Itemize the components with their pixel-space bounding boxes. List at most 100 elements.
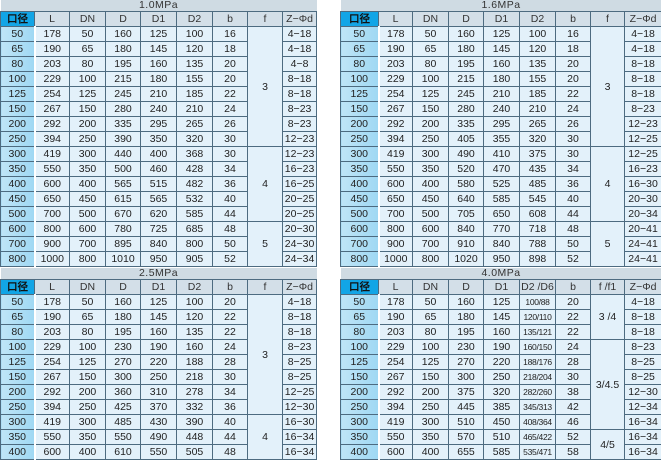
cell-l: 419: [34, 146, 70, 162]
cell-b: 22: [212, 324, 248, 340]
cell-l: 229: [34, 71, 70, 87]
table-row: 125 254 125 245 210 185 22 8−18: [0, 86, 318, 102]
cell-d1: 355: [483, 131, 520, 147]
cell-b: 52: [212, 251, 248, 267]
cell-d: 270: [448, 354, 484, 370]
cell-d1: 950: [140, 251, 177, 267]
cell-b: 30: [212, 146, 248, 162]
table-row: 100 229 100 215 180 155 20 8−18: [340, 71, 661, 87]
cell-z-phi-d: 4−8: [281, 56, 318, 72]
cell-dn: 200: [412, 116, 449, 132]
cell-b: 50: [212, 236, 248, 252]
header-row: 口径 L DN D D1 D2 b f Z−Φd: [340, 11, 661, 27]
table-row: 600 800 600 780 725 685 48 5 20−30: [0, 221, 318, 267]
cell-d2: 278: [176, 384, 213, 400]
cell-size: 80: [0, 324, 36, 340]
column-header-dn: DN: [69, 279, 106, 295]
cell-d1: 250: [140, 369, 177, 385]
cell-dn: 100: [69, 71, 106, 87]
cell-dn: 80: [69, 324, 106, 340]
cell-dn: 250: [412, 131, 449, 147]
table-row: 350 550 350 570 510 465/422 52 4/5 16−34: [340, 429, 661, 460]
cell-size: 125: [0, 86, 36, 102]
cell-d2: 282/260: [519, 384, 556, 400]
cell-size: 100: [340, 71, 380, 87]
cell-dn: 700: [69, 236, 106, 252]
cell-b: 24: [212, 101, 248, 117]
cell-size: 50: [340, 26, 380, 42]
cell-d2: 718: [519, 221, 556, 237]
cell-z-phi-d: 16−23: [281, 161, 318, 177]
cell-d1: 430: [140, 414, 177, 430]
cell-d: 230: [105, 339, 141, 355]
cell-f: 4/5: [590, 429, 625, 460]
cell-d2: 482: [176, 176, 213, 192]
cell-z-phi-d: 8−23: [623, 101, 661, 117]
cell-l: 600: [34, 444, 70, 460]
cell-size: 200: [0, 116, 36, 132]
table-row: 50 178 50 160 125 100 20 3 4−18: [0, 294, 318, 415]
cell-size: 100: [340, 339, 380, 355]
dimension-table-16mpa: 1.6MPa 口径 L DN D D1 D2 b f Z−Φd 50 178 50 160 125 100 16…: [340, 0, 661, 267]
cell-l: 190: [34, 41, 70, 57]
cell-size: 250: [0, 399, 36, 415]
cell-d: 300: [448, 369, 484, 385]
cell-f: 4: [247, 146, 283, 222]
cell-z-phi-d: 8−18: [623, 71, 661, 87]
cell-dn: 450: [69, 191, 106, 207]
cell-d2: 120: [176, 41, 213, 57]
table-row: 150 267 150 300 250 218/204 30 8−25: [340, 369, 661, 385]
cell-z-phi-d: 16−25: [281, 176, 318, 192]
cell-d: 500: [105, 161, 141, 177]
column-header-b: b: [212, 11, 248, 27]
cell-d: 300: [105, 369, 141, 385]
cell-d: 705: [448, 206, 484, 222]
cell-z-phi-d: 24−41: [623, 236, 661, 252]
table-row: 80 203 80 195 160 135/121 22 8−18: [340, 324, 661, 340]
cell-size: 65: [340, 309, 380, 325]
table-row: 700 900 700 910 840 788 50 24−41: [340, 236, 661, 252]
table-row: 50 178 50 160 125 100 16 3 4−18: [340, 26, 661, 147]
cell-b: 36: [212, 399, 248, 415]
cell-b: 18: [555, 41, 591, 57]
cell-d: 840: [448, 221, 484, 237]
cell-z-phi-d: 8−18: [281, 324, 318, 340]
cell-d: 160: [448, 26, 484, 42]
cell-d1: 550: [140, 444, 177, 460]
column-header-d1: D1: [140, 11, 177, 27]
table-row: 700 900 700 895 840 800 50 24−30: [0, 236, 318, 252]
cell-d: 640: [448, 191, 484, 207]
cell-f: 3/4.5: [590, 339, 625, 430]
cell-d1: 450: [483, 414, 520, 430]
cell-l: 254: [378, 86, 413, 102]
cell-dn: 500: [69, 206, 106, 222]
cell-d: 160: [448, 294, 484, 310]
cell-d2: 218/204: [519, 369, 556, 385]
cell-d: 360: [105, 384, 141, 400]
cell-dn: 350: [412, 429, 449, 445]
cell-d2: 100: [176, 26, 213, 42]
cell-b: 28: [555, 354, 591, 370]
cell-l: 800: [34, 221, 70, 237]
cell-l: 550: [378, 161, 413, 177]
cell-z-phi-d: 8−23: [281, 339, 318, 355]
cell-z-phi-d: 16−30: [623, 176, 661, 192]
cell-d2: 185: [176, 86, 213, 102]
cell-b: 36: [212, 176, 248, 192]
cell-d: 405: [448, 131, 484, 147]
cell-z-phi-d: 20−41: [623, 221, 661, 237]
cell-d: 195: [448, 324, 484, 340]
cell-d2: 100/88: [519, 294, 556, 310]
cell-d2: 545: [519, 191, 556, 207]
cell-dn: 100: [69, 339, 106, 355]
table-row: 800 1000 800 1020 950 898 52 24−41: [340, 251, 661, 267]
cell-size: 125: [340, 354, 380, 370]
cell-size: 350: [0, 429, 36, 445]
cell-l: 419: [378, 146, 413, 162]
cell-size: 80: [0, 56, 36, 72]
cell-dn: 50: [412, 26, 449, 42]
cell-d: 335: [448, 116, 484, 132]
cell-d2: 505: [176, 444, 213, 460]
cell-dn: 125: [69, 86, 106, 102]
column-header-b: b: [555, 11, 591, 27]
